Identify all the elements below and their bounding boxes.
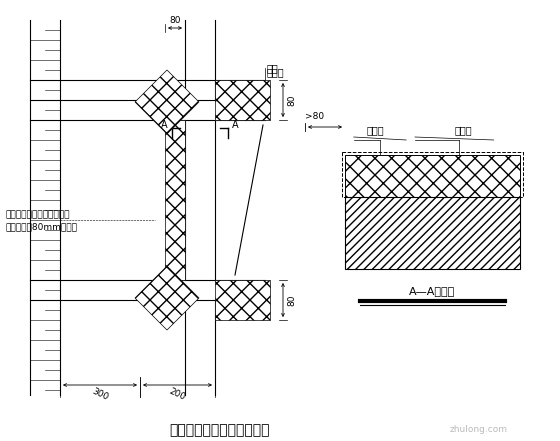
Text: A—A剖面图: A—A剖面图 (409, 286, 456, 296)
Bar (342, 152, 523, 197)
Bar (165, 120, 185, 280)
Bar (215, 80, 270, 120)
Text: 与墙体接触一面用粘结砂浆: 与墙体接触一面用粘结砂浆 (5, 210, 69, 220)
Text: 200: 200 (168, 387, 187, 402)
Text: 门窗洞口附加网络布示意图: 门窗洞口附加网络布示意图 (170, 423, 270, 437)
Text: 预粘不小于80mm网格布: 预粘不小于80mm网格布 (5, 223, 77, 232)
Polygon shape (135, 70, 199, 134)
Bar (345, 197, 520, 269)
Text: 挤塑板: 挤塑板 (455, 125, 473, 135)
Text: 80: 80 (287, 94, 296, 106)
Text: 附加: 附加 (267, 63, 279, 73)
Text: 网格布: 网格布 (267, 67, 284, 77)
Bar (345, 155, 520, 197)
Polygon shape (135, 266, 199, 330)
Text: 80: 80 (169, 16, 181, 25)
Text: 网格布: 网格布 (366, 125, 384, 135)
Text: zhulong.com: zhulong.com (450, 426, 508, 434)
Text: >80: >80 (305, 112, 324, 121)
Text: A: A (232, 120, 239, 130)
Text: 80: 80 (287, 294, 296, 306)
Text: 300: 300 (90, 387, 110, 403)
Bar (215, 280, 270, 320)
Text: A: A (161, 120, 168, 130)
